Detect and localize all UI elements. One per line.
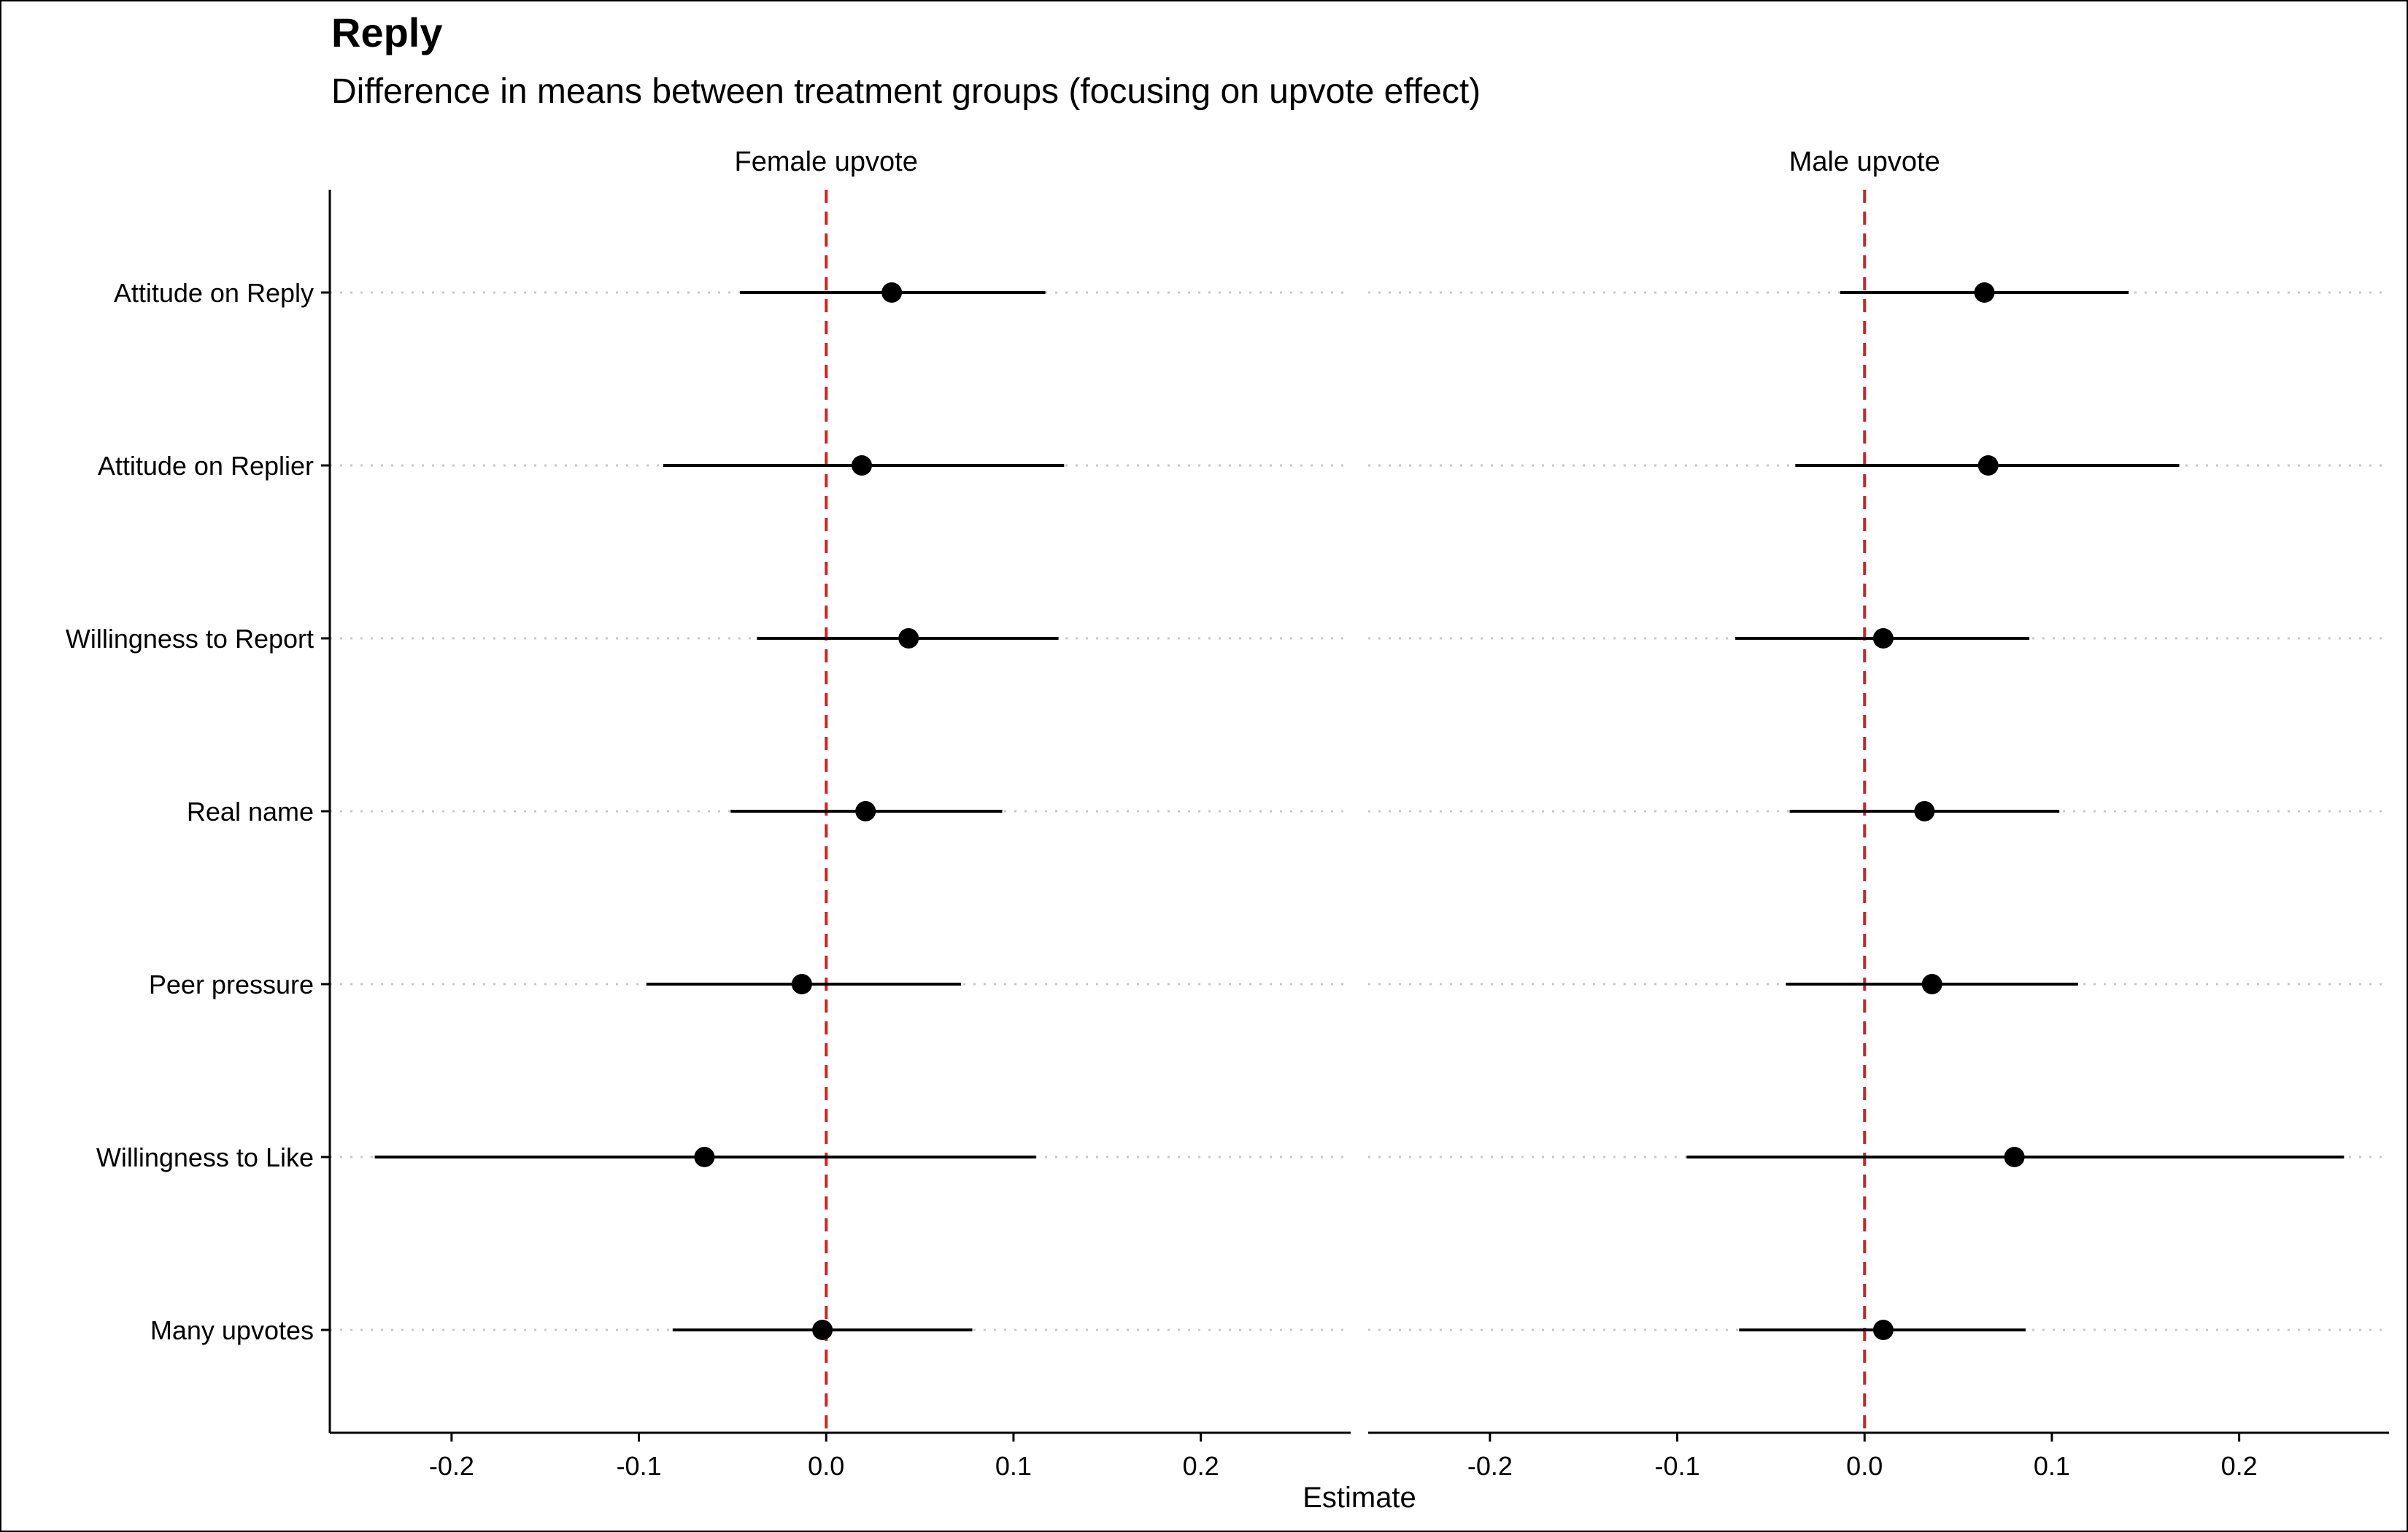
panel-male-upvote: Male upvote -0.2 -0.1 0.0 0.1 0.2 bbox=[1368, 147, 2389, 1481]
estimate-point-willingness-to-like bbox=[694, 1147, 715, 1167]
x-tick-label: 0.0 bbox=[1846, 1451, 1883, 1481]
chart-subtitle: Difference in means between treatment gr… bbox=[331, 72, 1481, 111]
chart-title: Reply bbox=[331, 9, 443, 55]
x-axis-title: Estimate bbox=[1303, 1482, 1416, 1514]
estimate-point-real-name bbox=[1914, 801, 1935, 821]
panel-label-male-upvote: Male upvote bbox=[1789, 147, 1940, 177]
estimate-point-attitude-on-reply bbox=[1974, 282, 1995, 303]
panel-label-female-upvote: Female upvote bbox=[735, 147, 918, 177]
estimate-point-many-upvotes bbox=[1872, 1320, 1894, 1340]
y-tick-label-willingness-to-report: Willingness to Report bbox=[66, 624, 314, 654]
estimate-point-many-upvotes bbox=[812, 1320, 833, 1340]
estimate-point-attitude-on-replier bbox=[852, 455, 872, 476]
x-tick-label: -0.2 bbox=[1467, 1451, 1513, 1481]
x-tick-label: 0.0 bbox=[808, 1451, 844, 1481]
x-tick-label: 0.1 bbox=[995, 1451, 1032, 1481]
x-tick-label: -0.1 bbox=[617, 1451, 662, 1481]
x-tick-label: 0.2 bbox=[1183, 1451, 1219, 1481]
estimate-point-real-name bbox=[855, 801, 876, 821]
estimate-point-willingness-to-report bbox=[1872, 628, 1894, 649]
y-tick-label-many-upvotes: Many upvotes bbox=[150, 1315, 314, 1345]
x-tick-label: -0.2 bbox=[429, 1451, 474, 1481]
estimate-point-peer-pressure bbox=[791, 974, 812, 994]
y-tick-label-attitude-on-reply: Attitude on Reply bbox=[114, 278, 314, 308]
y-tick-label-real-name: Real name bbox=[187, 797, 314, 827]
estimate-point-peer-pressure bbox=[1921, 974, 1942, 994]
x-tick-label: 0.1 bbox=[2034, 1451, 2070, 1481]
estimate-point-attitude-on-reply bbox=[881, 282, 903, 303]
x-tick-label: 0.2 bbox=[2221, 1451, 2258, 1481]
y-tick-label-attitude-on-replier: Attitude on Replier bbox=[98, 451, 314, 481]
estimate-point-attitude-on-replier bbox=[1977, 455, 1999, 476]
category-labels: Attitude on Reply Attitude on Replier Will… bbox=[66, 190, 331, 1433]
estimate-point-willingness-to-like bbox=[2004, 1147, 2025, 1167]
panel-female-upvote: Female upvote -0.2 -0.1 0.0 0.1 0.2 bbox=[330, 147, 1351, 1481]
x-tick-label: -0.1 bbox=[1655, 1451, 1700, 1481]
y-tick-label-willingness-to-like: Willingness to Like bbox=[96, 1142, 314, 1172]
y-tick-label-peer-pressure: Peer pressure bbox=[149, 970, 314, 999]
estimate-point-willingness-to-report bbox=[898, 628, 919, 649]
